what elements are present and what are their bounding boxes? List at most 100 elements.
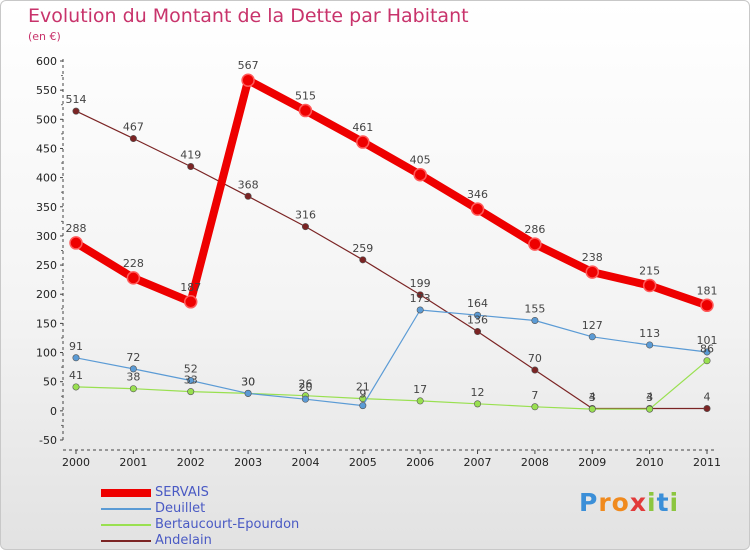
chart-title: Evolution du Montant de la Dette par Hab… — [28, 5, 469, 27]
data-point — [298, 103, 313, 118]
y-tick-label: 50 — [43, 376, 57, 389]
data-label: 467 — [123, 121, 144, 134]
data-point — [244, 389, 252, 397]
logo-letter: r — [598, 488, 612, 517]
data-point — [474, 400, 482, 408]
data-point — [703, 348, 711, 356]
logo-letter: o — [611, 488, 630, 517]
data-point — [359, 395, 367, 403]
data-label: 38 — [126, 371, 140, 384]
series-layer — [69, 73, 714, 413]
data-label: 52 — [184, 363, 198, 376]
data-point — [356, 135, 370, 149]
data-label: 30 — [241, 375, 255, 388]
x-tick-label: 2002 — [177, 456, 205, 469]
data-label: 113 — [639, 327, 660, 340]
data-point — [413, 167, 427, 182]
logo-letter: x — [629, 488, 647, 517]
data-point — [244, 192, 252, 200]
data-point — [531, 403, 539, 411]
data-point — [585, 265, 600, 279]
x-tick-label: 2000 — [62, 456, 90, 469]
data-label: 9 — [359, 388, 366, 401]
data-label: 346 — [467, 188, 488, 201]
y-tick-label: 350 — [36, 201, 57, 214]
y-tick-label: 250 — [36, 259, 57, 272]
data-label: 155 — [524, 302, 545, 315]
x-tick-label: 2005 — [349, 456, 377, 469]
y-tick-label: 200 — [36, 288, 57, 301]
data-label: 514 — [66, 93, 87, 106]
data-label: 4 — [704, 391, 711, 404]
legend-swatch — [101, 508, 151, 510]
series-line-deuillet — [75, 309, 708, 407]
x-tick-label: 2010 — [636, 456, 664, 469]
y-tick-label: 300 — [36, 230, 57, 243]
data-point — [474, 328, 482, 336]
data-point — [703, 405, 711, 413]
y-tick-label: 450 — [36, 142, 57, 155]
series-line-servais — [72, 76, 711, 310]
proxiti-logo: Proxiti — [579, 488, 679, 517]
legend-swatch — [101, 489, 151, 497]
data-label: 316 — [295, 209, 316, 222]
x-tick-label: 2006 — [406, 456, 434, 469]
x-tick-label: 2011 — [693, 456, 721, 469]
data-point — [474, 311, 482, 319]
data-point — [129, 135, 137, 143]
data-point — [588, 333, 596, 341]
data-label: 21 — [356, 381, 370, 394]
legend-label: SERVAIS — [155, 485, 209, 500]
data-point — [416, 397, 424, 405]
data-point — [470, 202, 485, 216]
data-label: 515 — [295, 90, 316, 103]
data-point — [588, 405, 596, 413]
data-label: 30 — [241, 375, 255, 388]
data-point — [72, 107, 80, 115]
data-label: 72 — [126, 351, 140, 364]
data-label: 4 — [646, 391, 653, 404]
data-point — [531, 316, 539, 324]
data-point — [703, 357, 711, 365]
y-tick-label: 600 — [36, 55, 57, 68]
data-label: 20 — [298, 381, 312, 394]
data-label: 33 — [184, 374, 198, 387]
data-point — [69, 236, 83, 250]
legend-swatch — [101, 524, 151, 526]
data-label: 164 — [467, 297, 488, 310]
data-label: 136 — [467, 314, 488, 327]
data-label: 368 — [238, 178, 259, 191]
data-label: 173 — [410, 292, 431, 305]
data-label: 419 — [180, 149, 201, 162]
data-point — [241, 73, 255, 87]
y-tick-label: 550 — [36, 84, 57, 97]
y-tick-label: -50 — [39, 434, 57, 447]
data-label: 238 — [582, 251, 603, 264]
x-tick-label: 2003 — [234, 456, 262, 469]
data-point — [187, 377, 195, 385]
data-point — [129, 365, 137, 373]
data-point — [183, 295, 198, 309]
data-point — [642, 278, 657, 293]
data-point — [359, 402, 367, 410]
x-tick-label: 2004 — [291, 456, 319, 469]
data-label: 17 — [413, 383, 427, 396]
data-point — [72, 383, 80, 391]
legend-label: Bertaucourt-Epourdon — [155, 517, 300, 532]
x-tick-label: 2008 — [521, 456, 549, 469]
logo-letter: t — [656, 488, 670, 517]
data-point — [646, 405, 654, 413]
data-label: 41 — [69, 369, 83, 382]
data-label: 405 — [410, 154, 431, 167]
x-tick-label: 2001 — [119, 456, 147, 469]
data-label: 3 — [646, 391, 653, 404]
axes: -50 0 50 100 150 200 250 300 350 400 450 500 550 600 2… — [36, 55, 721, 469]
data-label: 26 — [298, 378, 312, 391]
data-label: 288 — [66, 222, 87, 235]
data-label: 215 — [639, 264, 660, 277]
data-point — [129, 385, 137, 393]
data-label: 7 — [531, 389, 538, 402]
data-point — [301, 223, 309, 231]
x-tick-label: 2009 — [578, 456, 606, 469]
